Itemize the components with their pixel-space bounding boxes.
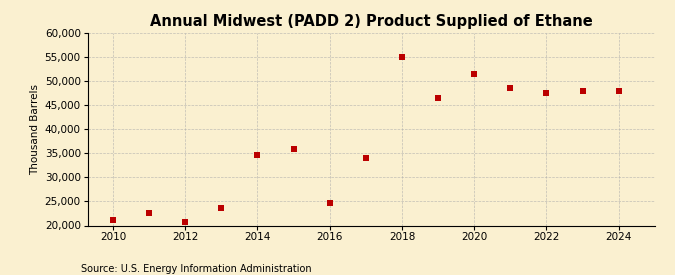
Point (577, 89, 588, 93)
Point (324, 201, 335, 205)
Point (180, 220, 190, 224)
Point (360, 155, 371, 160)
Point (216, 206, 227, 210)
Title: Annual Midwest (PADD 2) Product Supplied of Ethane: Annual Midwest (PADD 2) Product Supplied… (150, 14, 593, 29)
Point (144, 211, 155, 215)
Point (288, 146, 299, 151)
Text: Source: U.S. Energy Information Administration: Source: U.S. Energy Information Administ… (81, 264, 312, 274)
Point (107, 218, 118, 222)
Point (252, 153, 263, 157)
Point (505, 86, 516, 90)
Point (433, 96, 443, 100)
Point (468, 72, 479, 76)
Point (613, 89, 624, 93)
Y-axis label: Thousand Barrels: Thousand Barrels (30, 84, 40, 175)
Point (541, 91, 551, 95)
Point (396, 54, 407, 59)
